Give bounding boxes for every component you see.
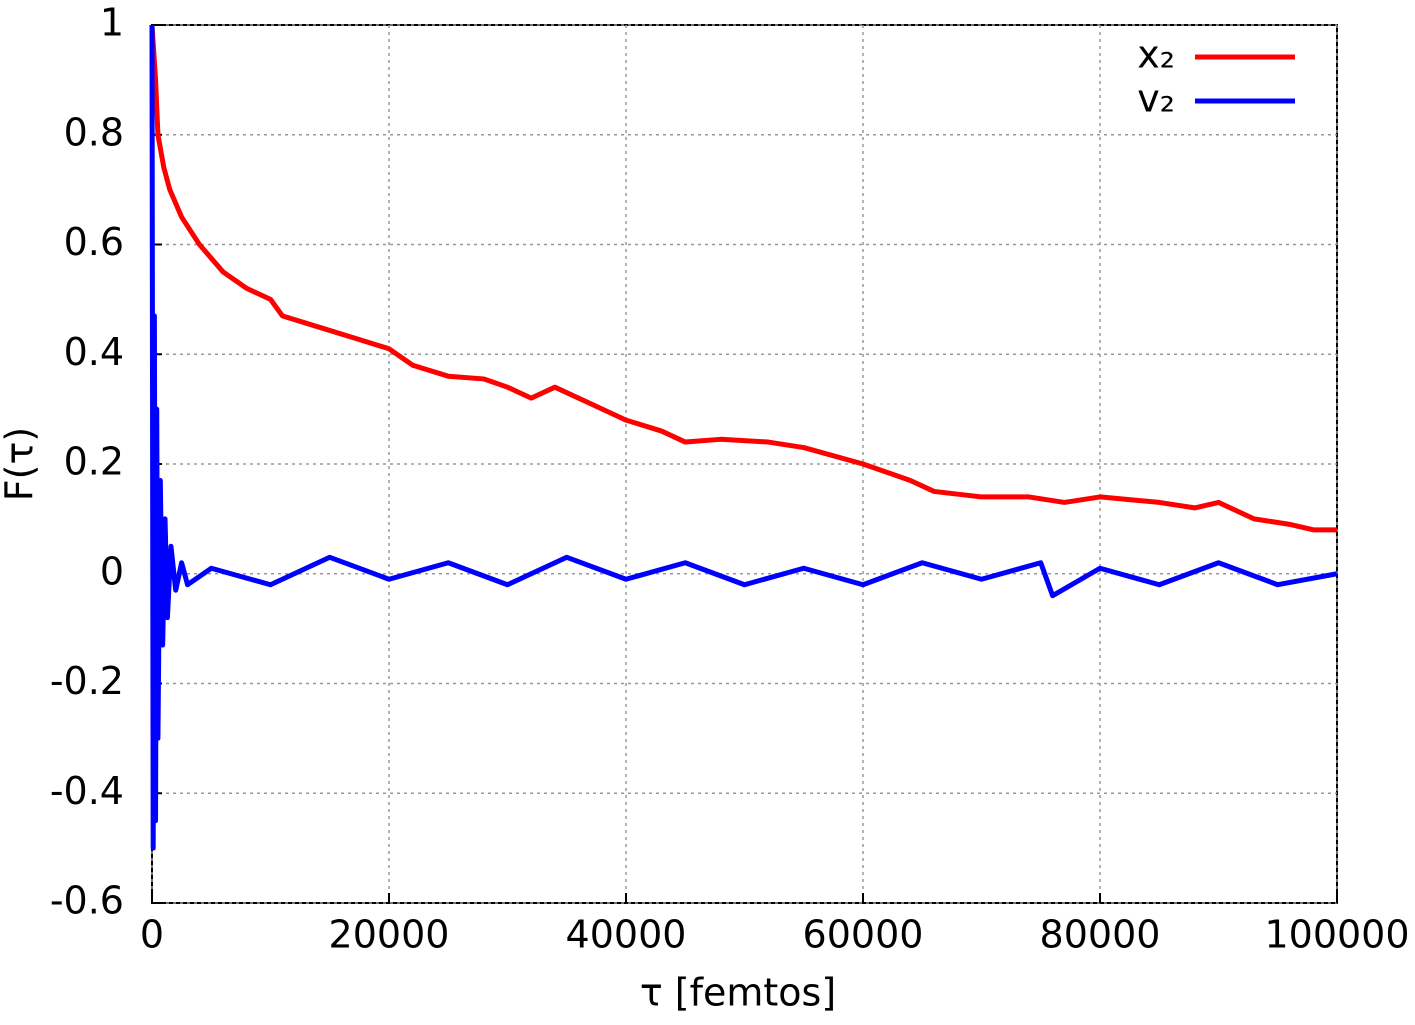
x-tick-label: 0 [140,913,164,957]
y-tick-label: 0.8 [64,110,124,154]
y-tick-label: -0.4 [50,769,124,813]
legend-label: v₂ [1137,77,1175,121]
y-tick-label: -0.2 [50,659,124,703]
y-tick-label: -0.6 [50,879,124,923]
y-tick-label: 0.6 [64,220,124,264]
x-tick-label: 80000 [1040,913,1161,957]
x-axis-label: τ [femtos] [640,971,836,1015]
y-tick-label: 0 [100,549,124,593]
y-axis-label: F(τ) [0,427,42,501]
y-tick-label: 1 [100,1,124,45]
y-tick-label: 0.2 [64,440,124,484]
x-tick-label: 40000 [566,913,687,957]
x-tick-label: 100000 [1264,913,1409,957]
x-tick-label: 20000 [329,913,450,957]
x-tick-label: 60000 [803,913,924,957]
legend-label: x₂ [1137,33,1175,77]
series-line [149,24,1338,851]
y-tick-label: 0.4 [64,330,124,374]
series-line [149,24,1337,533]
